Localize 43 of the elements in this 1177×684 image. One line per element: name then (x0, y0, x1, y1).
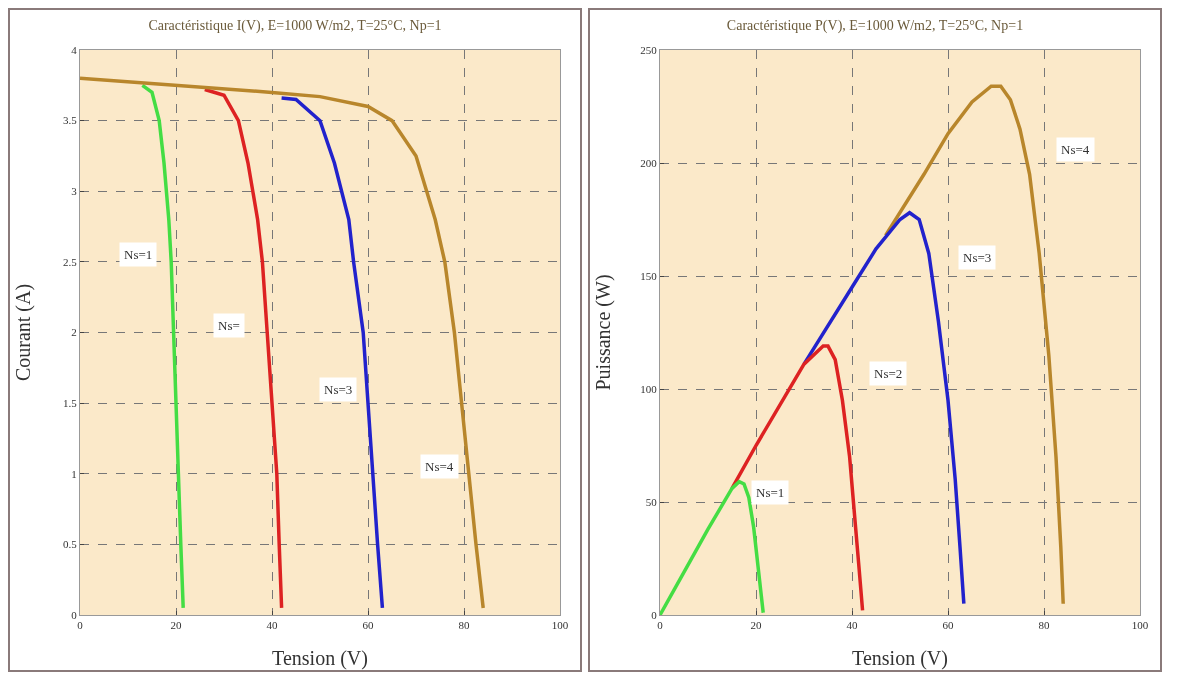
x-tick-label: 100 (1131, 619, 1149, 632)
y-tick-label: 150 (640, 269, 658, 282)
y-tick-label: 1.5 (63, 396, 78, 409)
annotation: Ns=3 (963, 250, 992, 265)
annotation: Ns=1 (124, 247, 153, 262)
x-tick-label: 40 (266, 619, 278, 632)
annotation: Ns=1 (756, 485, 785, 500)
annotation: Ns=4 (1061, 142, 1090, 157)
x-tick-label: 20 (750, 619, 762, 632)
x-axis-title: Tension (V) (852, 647, 948, 670)
annotation: Ns=3 (324, 382, 353, 397)
x-tick-label: 100 (551, 619, 569, 632)
x-tick-label: 60 (362, 619, 374, 632)
y-tick-label: 200 (640, 156, 658, 169)
y-tick-label: 0.5 (63, 538, 78, 551)
chart-title: Caractéristique I(V), E=1000 W/m2, T=25°C, Np=1 (148, 17, 442, 34)
y-tick-label: 100 (640, 382, 658, 395)
y-tick-label: 0 (71, 608, 78, 621)
y-axis-title: Courant (A) (12, 283, 35, 382)
annotation: Ns=4 (425, 459, 454, 474)
line-series (203, 87, 284, 610)
line-series (80, 76, 485, 610)
x-axis-title: Tension (V) (272, 647, 368, 670)
y-tick-label: 4 (71, 43, 78, 56)
x-tick-label: 80 (1038, 619, 1050, 632)
line-series (279, 96, 385, 610)
x-tick-label: 20 (170, 619, 182, 632)
y-tick-label: 3.5 (63, 114, 78, 127)
y-tick-label: 0 (651, 608, 658, 621)
x-tick-label: 40 (846, 619, 858, 632)
x-tick-label: 80 (458, 619, 470, 632)
y-tick-label: 2.5 (63, 255, 78, 268)
x-tick-label: 60 (942, 619, 954, 632)
y-tick-label: 3 (71, 185, 78, 198)
y-axis-title: Puissance (W) (592, 274, 615, 391)
y-tick-label: 1 (71, 467, 77, 480)
chart-title: Caractéristique P(V), E=1000 W/m2, T=25°C, Np=1 (726, 17, 1024, 34)
y-tick-label: 2 (71, 326, 77, 339)
annotation: Ns=2 (874, 366, 903, 381)
y-tick-label: 50 (645, 495, 658, 508)
line-series (730, 344, 865, 613)
annotation: Ns= (218, 318, 240, 333)
y-tick-label: 250 (640, 43, 658, 56)
